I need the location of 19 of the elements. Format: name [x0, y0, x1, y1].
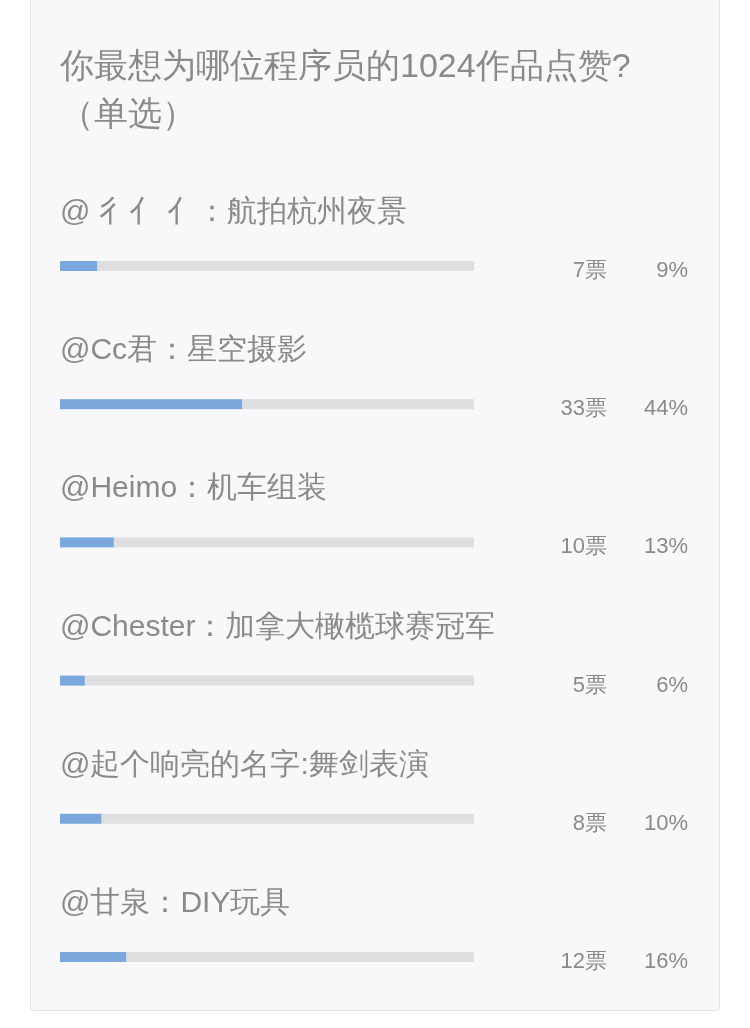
category-label: @Cc君：星空摄影 [60, 332, 308, 366]
category-label: @ 彳亻 亻：航拍杭州夜景 [60, 194, 408, 227]
value-label: 10% [643, 809, 688, 835]
category-label: @Chester：加拿大橄榄球赛冠军 [60, 608, 496, 642]
annotation: 12票 [560, 948, 607, 973]
annotation: 5票 [572, 671, 607, 697]
value-label: 9% [656, 257, 688, 282]
annotation: 8票 [572, 809, 607, 835]
category-label: @Heimo：机车组装 [60, 470, 328, 504]
annotation: 7票 [572, 257, 607, 282]
annotation: 33票 [560, 395, 607, 421]
value-label: 16% [643, 948, 688, 973]
category-label: @起个响亮的名字:舞剑表演 [60, 746, 429, 780]
category-label: @甘泉：DIY玩具 [60, 885, 291, 918]
value-label: 13% [643, 533, 688, 559]
value-label: 44% [643, 395, 688, 421]
value-label: 6% [656, 671, 688, 697]
title: 你最想为哪位程序员的1024作品点赞?（单选） [60, 45, 632, 134]
annotation: 10票 [560, 533, 607, 559]
